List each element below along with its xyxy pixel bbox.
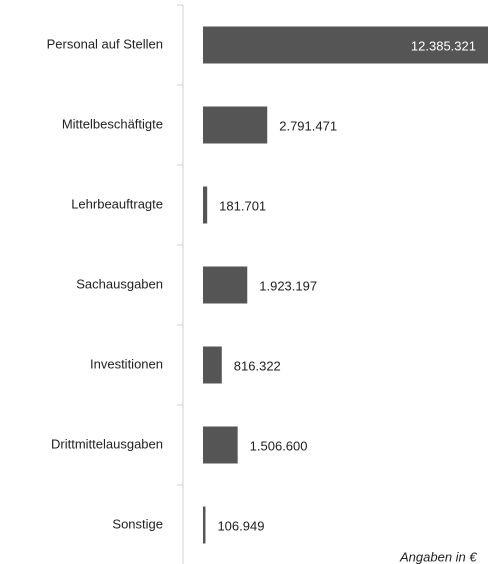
value-label: 106.949: [217, 518, 264, 533]
value-label: 1.923.197: [259, 278, 317, 293]
value-label: 181.701: [219, 198, 266, 213]
category-label: Mittelbeschäftigte: [62, 116, 163, 131]
category-label: Sachausgaben: [76, 276, 163, 291]
value-label: 1.506.600: [250, 438, 308, 453]
category-label: Investitionen: [90, 356, 163, 371]
category-label: Lehrbeauftragte: [71, 196, 163, 211]
category-label: Drittmittelausgaben: [51, 436, 163, 451]
bar: [203, 266, 248, 304]
value-label: 12.385.321: [411, 38, 476, 53]
category-label: Personal auf Stellen: [47, 36, 163, 51]
bar: [203, 426, 238, 464]
bar: [203, 26, 488, 64]
bar: [203, 506, 206, 544]
bar: [203, 186, 208, 224]
category-label: Sonstige: [112, 516, 163, 531]
annotation: Angaben in €: [399, 549, 477, 564]
bar: [203, 346, 222, 384]
value-label: 816.322: [234, 358, 281, 373]
value-label: 2.791.471: [279, 118, 337, 133]
bar: [203, 106, 268, 144]
